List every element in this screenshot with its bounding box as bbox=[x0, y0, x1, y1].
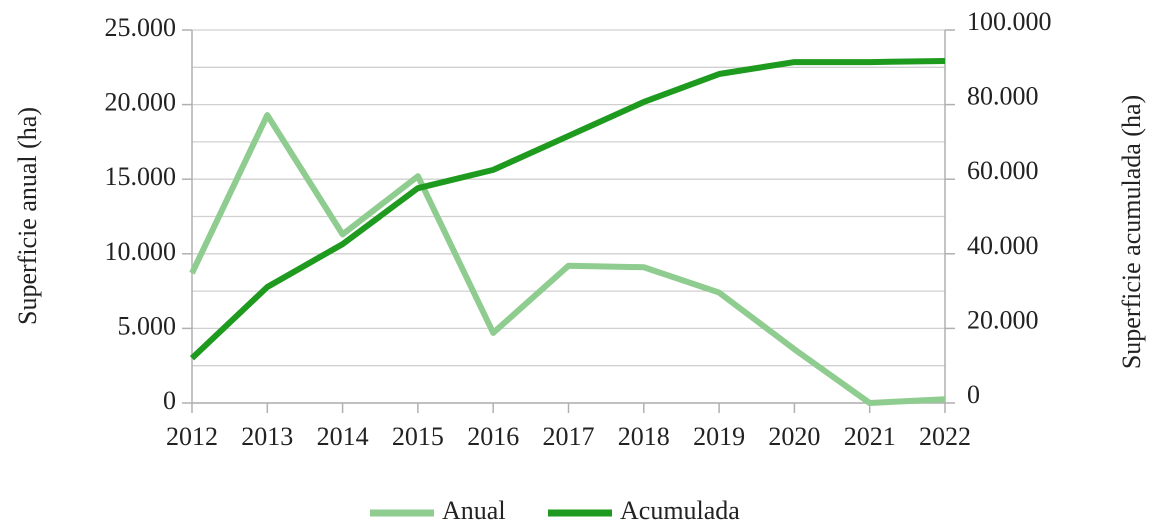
y2-tick-label: 100.000 bbox=[967, 7, 1052, 36]
legend-label: Anual bbox=[442, 496, 506, 525]
y-tick-label: 0 bbox=[163, 386, 176, 415]
x-tick-label: 2021 bbox=[844, 422, 896, 451]
x-tick-label: 2017 bbox=[543, 422, 595, 451]
y-tick-label: 10.000 bbox=[105, 237, 177, 266]
y-tick-label: 25.000 bbox=[105, 13, 177, 42]
y2-tick-label: 60.000 bbox=[967, 156, 1039, 185]
y2-tick-label: 40.000 bbox=[967, 231, 1039, 260]
x-tick-label: 2020 bbox=[768, 422, 820, 451]
x-tick-label: 2022 bbox=[919, 422, 971, 451]
y2-axis-title: Superficie acumulada (ha) bbox=[1117, 95, 1146, 369]
y2-tick-label: 0 bbox=[967, 380, 980, 409]
y2-tick-label: 80.000 bbox=[967, 82, 1039, 111]
legend-label: Acumulada bbox=[620, 496, 740, 525]
y-tick-label: 20.000 bbox=[105, 88, 177, 117]
y2-tick-label: 20.000 bbox=[967, 305, 1039, 334]
x-tick-label: 2015 bbox=[392, 422, 444, 451]
x-tick-label: 2019 bbox=[693, 422, 745, 451]
series-line bbox=[189, 112, 946, 406]
x-tick-label: 2014 bbox=[317, 422, 369, 451]
y-axis-title: Superficie anual (ha) bbox=[13, 107, 42, 325]
x-tick-label: 2016 bbox=[467, 422, 519, 451]
y-tick-label: 15.000 bbox=[105, 162, 177, 191]
series-line bbox=[189, 57, 946, 361]
y-tick-label: 5.000 bbox=[118, 311, 177, 340]
x-tick-label: 2012 bbox=[166, 422, 218, 451]
x-tick-label: 2018 bbox=[618, 422, 670, 451]
x-tick-label: 2013 bbox=[241, 422, 293, 451]
